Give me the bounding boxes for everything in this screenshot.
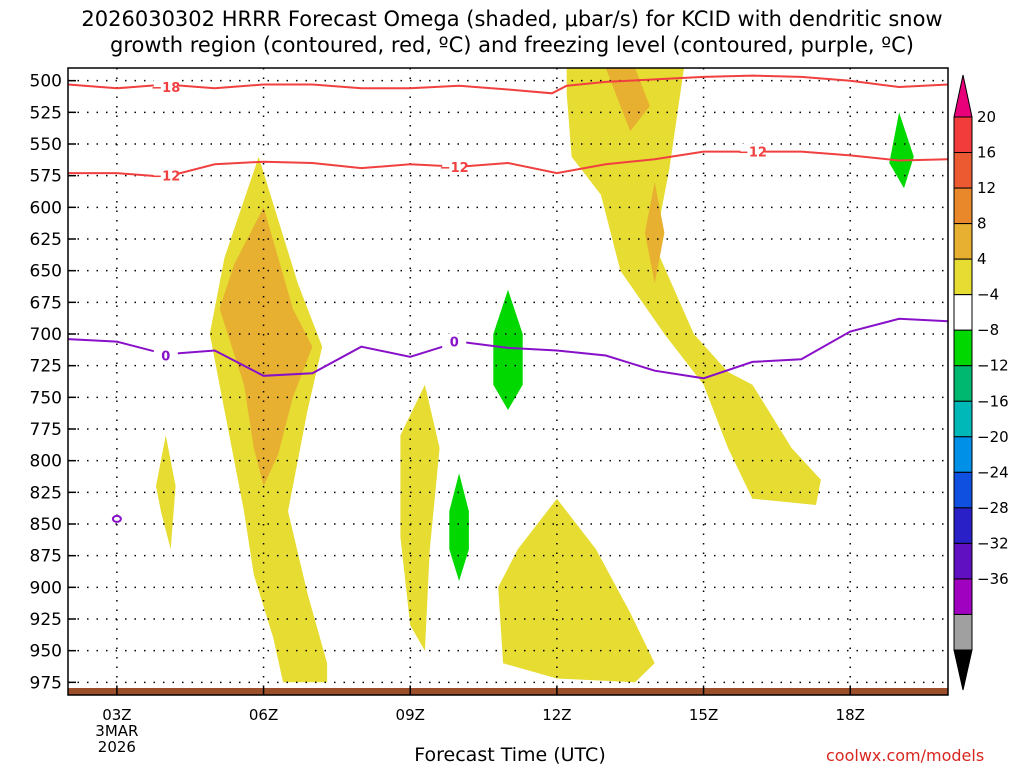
- colorbar-label-6: −8: [977, 321, 999, 339]
- colorbar-label-5: −4: [977, 286, 999, 304]
- y-tick-label-700: 700: [30, 325, 62, 345]
- colorbar-swatch-2: [953, 187, 973, 225]
- colorbar-swatch-13: [953, 578, 973, 615]
- colorbar-label-7: −12: [977, 357, 1009, 375]
- colorbar-swatch-0: [953, 116, 973, 154]
- y-tick-label-675: 675: [30, 293, 62, 313]
- colorbar-swatch-3: [953, 223, 973, 260]
- omega-region-5: [566, 68, 821, 505]
- ground-strip: [68, 688, 948, 695]
- omega-region-6: [605, 68, 650, 132]
- omega-region-3: [400, 384, 440, 651]
- omega-region-10: [889, 112, 914, 189]
- x-tick-label-12Z: 12Z: [542, 706, 571, 724]
- dgz-minus-12-label-right-label: −12: [738, 146, 767, 161]
- y-tick-label-750: 750: [30, 388, 62, 408]
- dgz-minus-12-label-mid-label-bg: [442, 158, 467, 175]
- y-tick-label-925: 925: [30, 610, 62, 630]
- dgz-minus-12-label-right-label-bg: [740, 143, 765, 160]
- colorbar-swatch-10: [953, 471, 973, 509]
- x-tick-label-09Z: 09Z: [396, 706, 425, 724]
- colorbar-swatch-11: [953, 507, 973, 544]
- colorbar-swatch-4: [953, 258, 973, 296]
- freezing-level-0-label-mid-label: 0: [450, 336, 459, 351]
- dgz-minus-12-label-bg: [153, 167, 178, 184]
- y-tick-label-500: 500: [30, 72, 62, 92]
- dgz-minus-18-label: −18: [151, 81, 180, 96]
- x-tick-label-06Z: 06Z: [249, 706, 278, 724]
- y-tick-label-625: 625: [30, 230, 62, 250]
- omega-region-1: [219, 207, 313, 487]
- colorbar-label-4: 4: [977, 250, 987, 268]
- freezing-level-0-label-mid-label-bg: [442, 333, 467, 350]
- colorbar-bottom-arrow: [953, 649, 973, 691]
- omega-region-2: [156, 435, 176, 550]
- colorbar-swatch-1: [953, 152, 973, 189]
- chart-title-line-2: growth region (contoured, red, ºC) and f…: [110, 33, 914, 57]
- dgz-minus-12-label-mid-label: −12: [440, 161, 469, 176]
- colorbar-swatch-12: [953, 542, 973, 580]
- x-tick-label-03Z: 03Z: [102, 706, 131, 724]
- colorbar-swatch-7: [953, 365, 973, 402]
- colorbar-label-8: −16: [977, 392, 1009, 410]
- plot-frame: [67, 67, 949, 696]
- x-tick-label-18Z: 18Z: [836, 706, 865, 724]
- chart-title-line-1: 2026030302 HRRR Forecast Omega (shaded, …: [81, 7, 943, 31]
- y-tick-label-600: 600: [30, 198, 62, 218]
- y-tick-label-850: 850: [30, 515, 62, 535]
- freezing-level-0-label: 0: [161, 350, 170, 365]
- colorbar-label-2: 12: [977, 179, 996, 197]
- y-tick-label-650: 650: [30, 262, 62, 282]
- colorbar-label-12: −32: [977, 534, 1009, 552]
- x-axis-title: Forecast Time (UTC): [414, 744, 606, 766]
- y-tick-label-550: 550: [30, 135, 62, 155]
- colorbar-swatch-5: [953, 294, 973, 331]
- freezing-level-small-loop: [111, 514, 122, 523]
- colorbar-label-10: −24: [977, 463, 1009, 481]
- y-tick-label-575: 575: [30, 167, 62, 187]
- colorbar-swatch-14: [953, 613, 973, 651]
- y-tick-label-800: 800: [30, 452, 62, 472]
- colorbar-label-13: −36: [977, 570, 1009, 588]
- colorbar-swatch-6: [953, 329, 973, 367]
- dgz-minus-18-label-bg: [153, 79, 178, 95]
- omega-region-9: [449, 473, 469, 581]
- x-tick-label-15Z: 15Z: [689, 706, 718, 724]
- colorbar-swatch-9: [953, 436, 973, 473]
- y-tick-label-725: 725: [30, 357, 62, 377]
- x-tick-year: 2026: [98, 738, 136, 756]
- omega-region-8: [493, 289, 523, 410]
- colorbar-swatch-8: [953, 400, 973, 438]
- omega-region-7: [644, 182, 665, 284]
- colorbar-label-11: −28: [977, 499, 1009, 517]
- y-tick-label-775: 775: [30, 420, 62, 440]
- colorbar-top-arrow: [953, 74, 973, 118]
- x-tick-date: 3MAR: [95, 722, 138, 740]
- credit-text[interactable]: coolwx.com/models: [826, 746, 985, 765]
- y-tick-label-525: 525: [30, 103, 62, 123]
- dgz-minus-12-line: [68, 150, 949, 178]
- freezing-level-0-label-bg: [153, 347, 178, 364]
- dgz-minus-12-label: −12: [151, 170, 180, 185]
- y-tick-label-950: 950: [30, 642, 62, 662]
- y-tick-label-975: 975: [30, 673, 62, 693]
- colorbar-label-3: 8: [977, 215, 987, 233]
- freezing-level-0-line: [67, 317, 949, 380]
- omega-region-4: [498, 498, 655, 683]
- dgz-minus-18-line: [67, 74, 949, 95]
- colorbar-label-0: 20: [977, 108, 996, 126]
- colorbar-label-9: −20: [977, 428, 1009, 446]
- y-tick-label-875: 875: [30, 547, 62, 567]
- y-tick-label-825: 825: [30, 483, 62, 503]
- colorbar-label-1: 16: [977, 144, 996, 162]
- y-tick-label-900: 900: [30, 578, 62, 598]
